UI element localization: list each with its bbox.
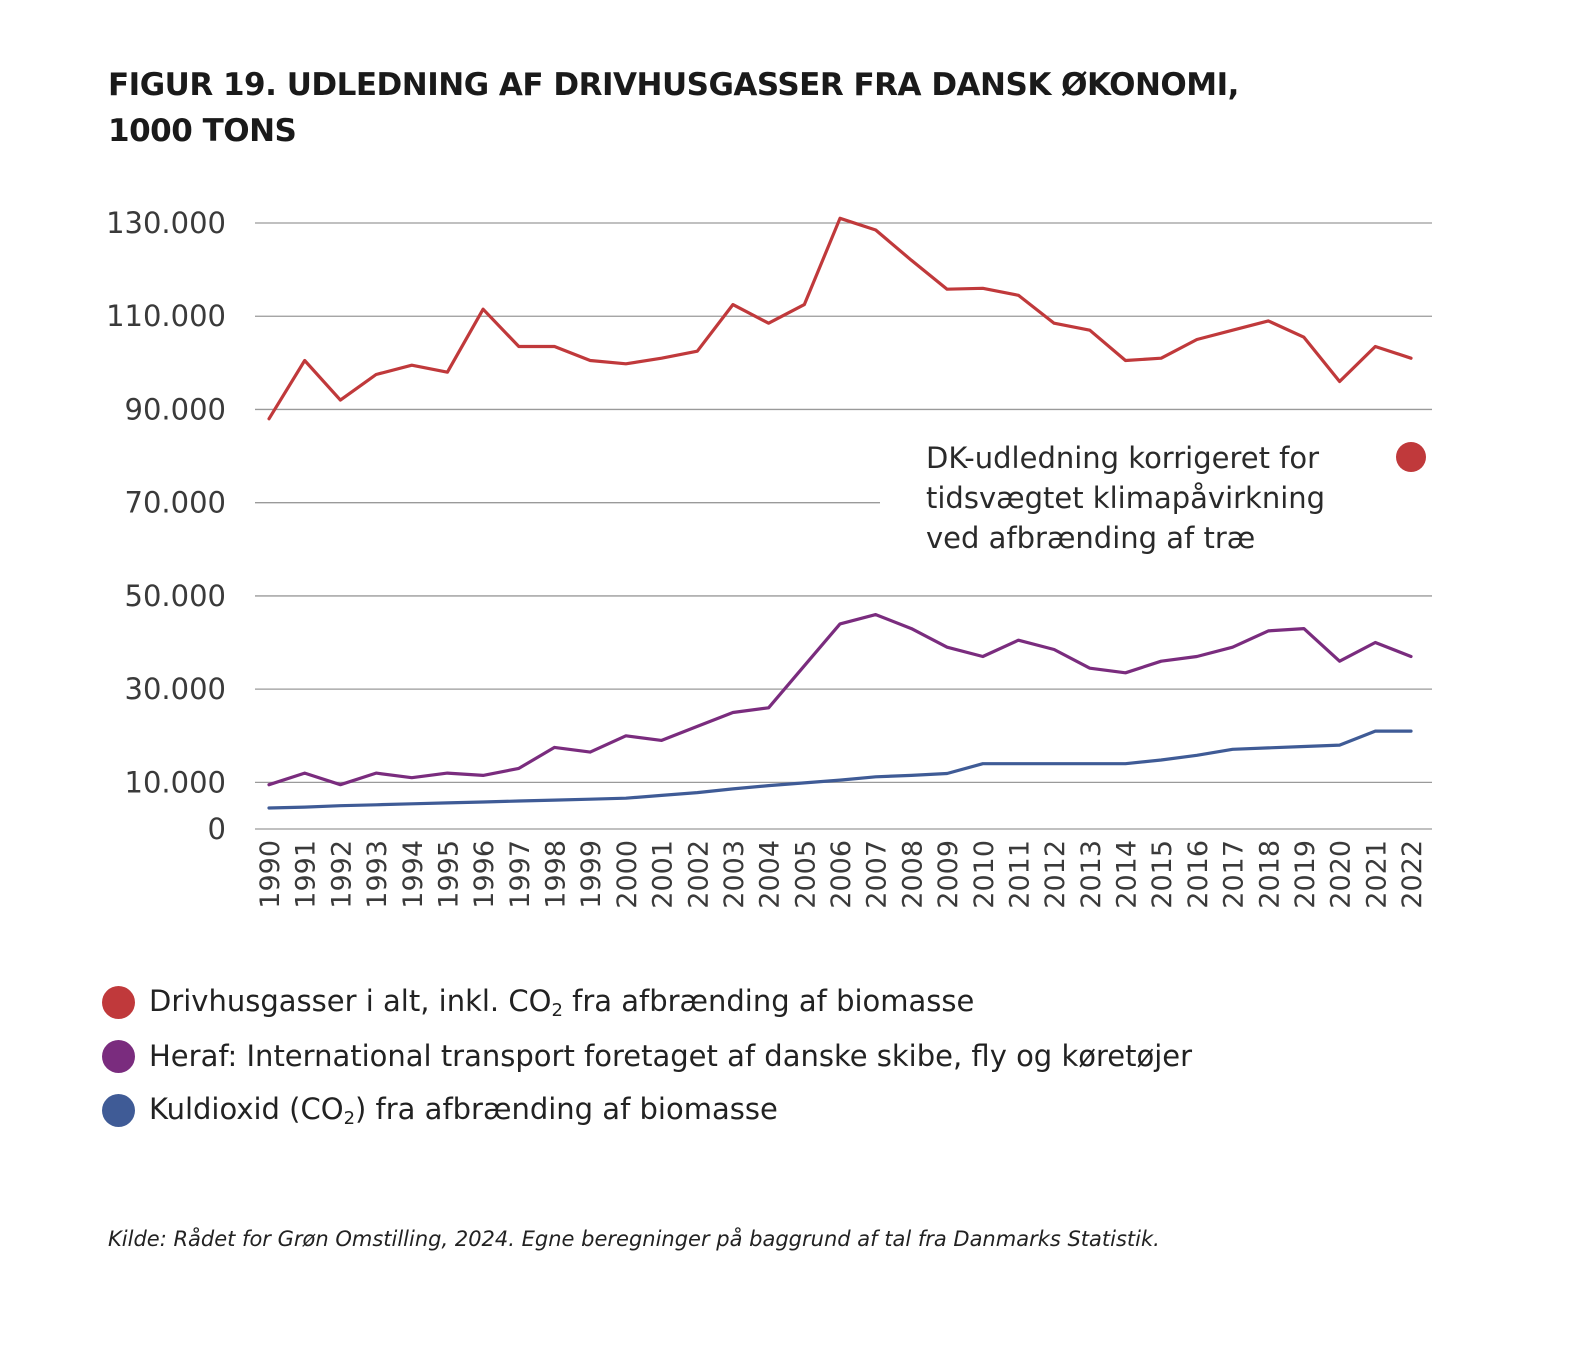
- x-tick-label: 2015: [1147, 840, 1178, 909]
- y-tick-label: 50.000: [125, 579, 226, 613]
- x-tick-label: 2016: [1183, 840, 1214, 909]
- x-tick-label: 2007: [862, 840, 893, 909]
- x-tick-label: 2014: [1112, 840, 1143, 909]
- y-tick-label: 130.000: [106, 206, 226, 240]
- annotation: DK-udledning korrigeret for tidsvægtet kl…: [926, 441, 1426, 555]
- legend-label-transport: Heraf: International transport foretaget…: [149, 1039, 1193, 1073]
- annotation-line: DK-udledning korrigeret for: [926, 441, 1319, 475]
- x-tick-label: 2000: [612, 840, 643, 909]
- x-tick-label: 2013: [1076, 840, 1107, 909]
- gridlines: [255, 222, 1432, 830]
- annotation-line: tidsvægtet klimapåvirkning: [926, 481, 1325, 515]
- x-tick-label: 1994: [398, 840, 429, 909]
- legend-item-biomass: Kuldioxid (CO2) fra afbrænding af biomas…: [102, 1083, 1192, 1137]
- x-tick-label: 1993: [362, 840, 393, 909]
- legend-item-transport: Heraf: International transport foretaget…: [102, 1029, 1192, 1083]
- chart-title-line-1: FIGUR 19. UDLEDNING AF DRIVHUSGASSER FRA…: [108, 67, 1239, 103]
- x-tick-label: 1991: [291, 840, 322, 909]
- series-lines: [267, 216, 1413, 810]
- x-tick-label: 2005: [790, 840, 821, 909]
- y-tick-label: 0: [208, 812, 226, 846]
- x-tick-label: 2019: [1290, 840, 1321, 909]
- x-tick-label: 1996: [469, 840, 500, 909]
- annotation-line: ved afbrænding af træ: [926, 521, 1255, 555]
- line-chart: 0 10.000 30.000 50.000 70.000 90.000 110.000 13…: [106, 206, 1432, 909]
- x-tick-label: 2006: [826, 840, 857, 909]
- x-tick-label: 2008: [897, 840, 928, 909]
- source-note: Kilde: Rådet for Grøn Omstilling, 2024. …: [108, 1227, 1160, 1251]
- x-tick-label: 2002: [683, 840, 714, 909]
- x-tick-label: 2022: [1397, 840, 1428, 909]
- chart-title: FIGUR 19. UDLEDNING AF DRIVHUSGASSER FRA…: [108, 62, 1408, 154]
- annotation-marker: [1396, 442, 1426, 472]
- series-line-0: [267, 216, 1413, 421]
- x-tick-label: 1997: [505, 840, 536, 909]
- y-tick-label: 90.000: [125, 392, 226, 426]
- y-tick-label: 30.000: [125, 672, 226, 706]
- legend-dot-total: [102, 985, 135, 1019]
- series-line-2: [267, 729, 1413, 810]
- legend-item-total: Drivhusgasser i alt, inkl. CO2 fra afbræ…: [102, 975, 1192, 1029]
- x-tick-label: 1992: [326, 840, 357, 909]
- x-tick-label: 2003: [719, 840, 750, 909]
- x-axis-ticks: 1990 1991 1992 1993 1994 1995 1996 1997 1998 1999…: [255, 840, 1428, 909]
- x-tick-label: 2004: [755, 840, 786, 909]
- x-tick-label: 1995: [433, 840, 464, 909]
- x-tick-label: 1990: [255, 840, 286, 909]
- legend: Drivhusgasser i alt, inkl. CO2 fra afbræ…: [102, 975, 1192, 1137]
- legend-dot-biomass: [102, 1093, 135, 1127]
- x-tick-label: 2010: [969, 840, 1000, 909]
- x-tick-label: 2020: [1326, 840, 1357, 909]
- x-tick-label: 2018: [1254, 840, 1285, 909]
- legend-label-biomass: Kuldioxid (CO2) fra afbrænding af biomas…: [149, 1091, 778, 1129]
- x-tick-label: 2017: [1219, 840, 1250, 909]
- series-line-1: [267, 612, 1413, 787]
- legend-dot-transport: [102, 1039, 135, 1073]
- y-tick-label: 10.000: [125, 765, 226, 799]
- chart-title-line-2: 1000 TONS: [108, 113, 297, 149]
- x-tick-label: 1999: [576, 840, 607, 909]
- x-tick-label: 1998: [541, 840, 572, 909]
- x-tick-label: 2012: [1040, 840, 1071, 909]
- legend-label-total: Drivhusgasser i alt, inkl. CO2 fra afbræ…: [149, 983, 975, 1021]
- y-axis-ticks: 0 10.000 30.000 50.000 70.000 90.000 110.000 13…: [106, 206, 226, 846]
- x-tick-label: 2001: [648, 840, 679, 909]
- y-tick-label: 70.000: [125, 486, 226, 520]
- x-tick-label: 2011: [1004, 840, 1035, 909]
- y-tick-label: 110.000: [106, 299, 226, 333]
- x-tick-label: 2009: [933, 840, 964, 909]
- x-tick-label: 2021: [1361, 840, 1392, 909]
